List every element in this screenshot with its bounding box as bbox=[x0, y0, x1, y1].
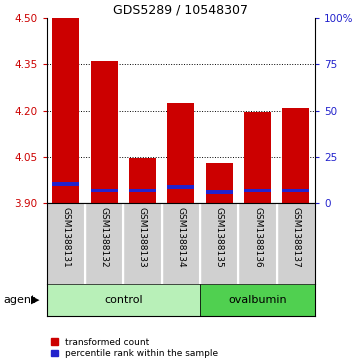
Text: GSM1388132: GSM1388132 bbox=[100, 207, 108, 268]
Bar bbox=[282, 188, 309, 192]
Text: GSM1388134: GSM1388134 bbox=[176, 207, 185, 268]
Bar bbox=[206, 190, 233, 194]
Bar bbox=[52, 18, 79, 203]
Bar bbox=[129, 188, 156, 192]
Text: ovalbumin: ovalbumin bbox=[228, 295, 287, 305]
Bar bbox=[167, 103, 194, 203]
Text: GSM1388131: GSM1388131 bbox=[61, 207, 70, 268]
Legend: transformed count, percentile rank within the sample: transformed count, percentile rank withi… bbox=[51, 338, 219, 359]
Bar bbox=[52, 182, 79, 186]
Text: GSM1388133: GSM1388133 bbox=[138, 207, 147, 268]
Text: GSM1388136: GSM1388136 bbox=[253, 207, 262, 268]
Bar bbox=[200, 284, 315, 316]
Text: control: control bbox=[104, 295, 142, 305]
Bar bbox=[244, 112, 271, 203]
Bar bbox=[167, 185, 194, 189]
Bar bbox=[282, 107, 309, 203]
Text: GSM1388135: GSM1388135 bbox=[215, 207, 224, 268]
Bar bbox=[206, 163, 233, 203]
Title: GDS5289 / 10548307: GDS5289 / 10548307 bbox=[113, 4, 248, 17]
Bar bbox=[244, 188, 271, 192]
Bar bbox=[91, 61, 117, 203]
Text: agent: agent bbox=[4, 295, 36, 305]
Bar bbox=[91, 188, 117, 192]
Bar bbox=[47, 284, 200, 316]
Text: ▶: ▶ bbox=[31, 295, 39, 305]
Text: GSM1388137: GSM1388137 bbox=[291, 207, 300, 268]
Bar bbox=[129, 158, 156, 203]
